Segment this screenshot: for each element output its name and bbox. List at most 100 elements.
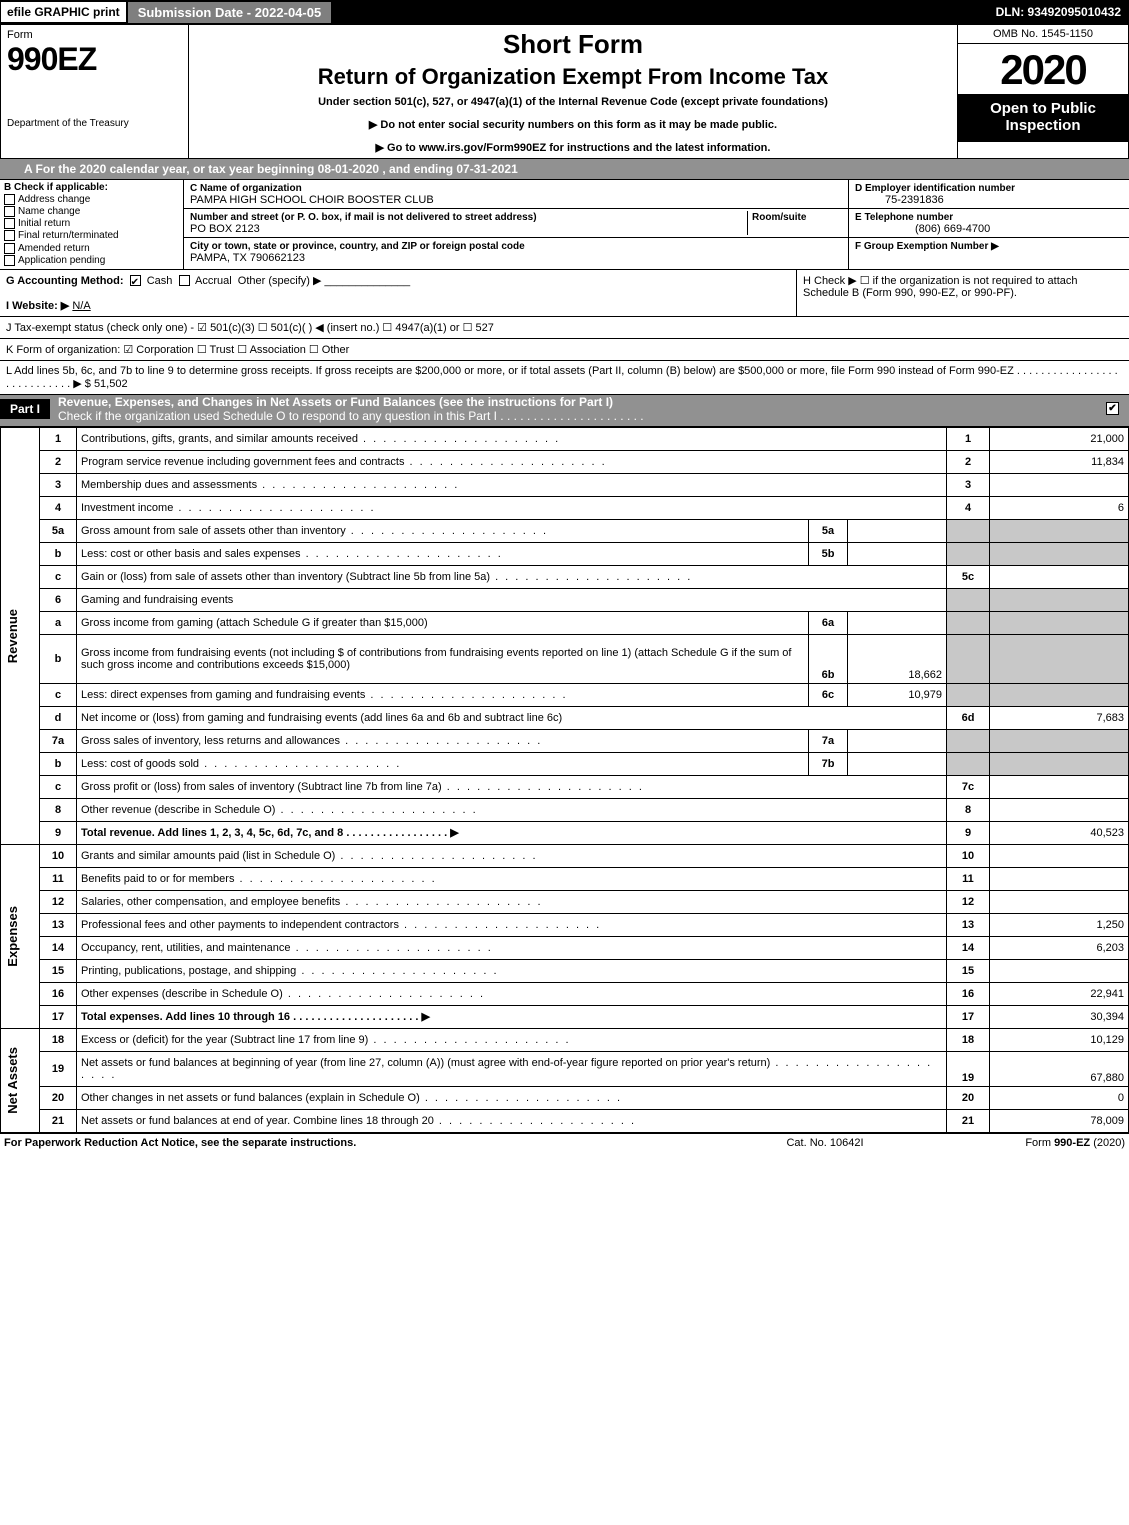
phone-value: (806) 669-4700 xyxy=(855,223,990,235)
box-b: B Check if applicable: Address change Na… xyxy=(0,180,184,269)
ln-col: 13 xyxy=(947,913,990,936)
footer-right: Form 990-EZ (2020) xyxy=(925,1137,1125,1149)
ln-desc: Net assets or fund balances at end of ye… xyxy=(81,1115,636,1127)
footer: For Paperwork Reduction Act Notice, see … xyxy=(0,1133,1129,1152)
ln-num: 21 xyxy=(40,1109,77,1132)
chk-application-pending[interactable]: Application pending xyxy=(4,255,179,266)
line-11: 11 Benefits paid to or for members 11 xyxy=(1,867,1129,890)
shade-cell xyxy=(947,519,990,542)
sub-val xyxy=(848,611,947,634)
chk-label: Final return/terminated xyxy=(18,231,119,242)
section-a-tax-year: A For the 2020 calendar year, or tax yea… xyxy=(0,159,1129,180)
line-20: 20 Other changes in net assets or fund b… xyxy=(1,1086,1129,1109)
chk-accrual[interactable] xyxy=(179,275,190,286)
goto-link[interactable]: ▶ Go to www.irs.gov/Form990EZ for instru… xyxy=(195,141,951,154)
ln-desc: Less: cost of goods sold xyxy=(81,758,401,770)
efile-print-button[interactable]: efile GRAPHIC print xyxy=(0,1,127,23)
ln-col: 19 xyxy=(947,1051,990,1086)
ln-num: 15 xyxy=(40,959,77,982)
ln-num: 1 xyxy=(40,427,77,450)
ln-col: 17 xyxy=(947,1005,990,1028)
ln-num: b xyxy=(40,634,77,683)
chk-address-change[interactable]: Address change xyxy=(4,194,179,205)
sub-ln: 6b xyxy=(809,634,848,683)
ln-col: 6d xyxy=(947,706,990,729)
ln-desc: Less: cost or other basis and sales expe… xyxy=(81,548,503,560)
ln-num: 18 xyxy=(40,1028,77,1051)
ln-amt xyxy=(990,775,1129,798)
ln-desc: Total revenue. Add lines 1, 2, 3, 4, 5c,… xyxy=(81,827,459,839)
lines-table: Revenue 1 Contributions, gifts, grants, … xyxy=(0,427,1129,1133)
ln-desc: Other changes in net assets or fund bala… xyxy=(81,1092,622,1104)
ln-col: 2 xyxy=(947,450,990,473)
ln-desc: Less: direct expenses from gaming and fu… xyxy=(81,689,568,701)
chk-amended-return[interactable]: Amended return xyxy=(4,243,179,254)
line-13: 13 Professional fees and other payments … xyxy=(1,913,1129,936)
ln-amt: 0 xyxy=(990,1086,1129,1109)
group-exemption-label: F Group Exemption Number ▶ xyxy=(855,241,999,252)
ln-num: 7a xyxy=(40,729,77,752)
line-19: 19 Net assets or fund balances at beginn… xyxy=(1,1051,1129,1086)
line-1: Revenue 1 Contributions, gifts, grants, … xyxy=(1,427,1129,450)
tax-year: 2020 xyxy=(958,44,1128,94)
line-6a: a Gross income from gaming (attach Sched… xyxy=(1,611,1129,634)
box-l-value: 51,502 xyxy=(94,378,128,390)
line-3: 3 Membership dues and assessments 3 xyxy=(1,473,1129,496)
part1-header: Part I Revenue, Expenses, and Changes in… xyxy=(0,394,1129,427)
other-label: Other (specify) ▶ xyxy=(238,275,322,287)
ln-amt xyxy=(990,867,1129,890)
line-6d: d Net income or (loss) from gaming and f… xyxy=(1,706,1129,729)
line-7b: b Less: cost of goods sold 7b xyxy=(1,752,1129,775)
sub-ln: 5a xyxy=(809,519,848,542)
chk-label: Application pending xyxy=(18,255,105,266)
shade-cell xyxy=(990,634,1129,683)
chk-cash[interactable] xyxy=(130,275,141,286)
boxes-d-e-f: D Employer identification number 75-2391… xyxy=(848,180,1129,269)
chk-label: Name change xyxy=(18,206,80,217)
sub-val: 18,662 xyxy=(848,634,947,683)
form-number: 990EZ xyxy=(7,41,182,78)
line-14: 14 Occupancy, rent, utilities, and maint… xyxy=(1,936,1129,959)
chk-name-change[interactable]: Name change xyxy=(4,206,179,217)
ln-col: 21 xyxy=(947,1109,990,1132)
street-row: Number and street (or P. O. box, if mail… xyxy=(184,209,848,238)
street-value: PO BOX 2123 xyxy=(190,223,260,235)
ln-num: 19 xyxy=(40,1051,77,1086)
ln-num: 10 xyxy=(40,844,77,867)
sub-ln: 5b xyxy=(809,542,848,565)
ln-col: 7c xyxy=(947,775,990,798)
ln-desc: Program service revenue including govern… xyxy=(81,456,607,468)
submission-date: Submission Date - 2022-04-05 xyxy=(127,1,333,24)
shade-cell xyxy=(947,611,990,634)
chk-initial-return[interactable]: Initial return xyxy=(4,218,179,229)
ln-desc: Gross income from fundraising events (no… xyxy=(81,647,791,671)
ln-desc: Gross profit or (loss) from sales of inv… xyxy=(81,781,644,793)
ln-amt: 22,941 xyxy=(990,982,1129,1005)
sub-ln: 7b xyxy=(809,752,848,775)
cash-label: Cash xyxy=(147,275,173,287)
shade-cell xyxy=(947,634,990,683)
shade-cell xyxy=(947,542,990,565)
ln-amt: 78,009 xyxy=(990,1109,1129,1132)
sub-ln: 6a xyxy=(809,611,848,634)
side-expenses: Expenses xyxy=(5,906,20,967)
part1-schedule-o-check[interactable] xyxy=(1106,402,1119,415)
sub-ln: 6c xyxy=(809,683,848,706)
sub-val xyxy=(848,519,947,542)
ln-desc: Gain or (loss) from sale of assets other… xyxy=(81,571,692,583)
line-4: 4 Investment income 4 6 xyxy=(1,496,1129,519)
line-7c: c Gross profit or (loss) from sales of i… xyxy=(1,775,1129,798)
line-7a: 7a Gross sales of inventory, less return… xyxy=(1,729,1129,752)
ln-num: 13 xyxy=(40,913,77,936)
sub-val xyxy=(848,542,947,565)
dln: DLN: 93492095010432 xyxy=(988,2,1129,22)
chk-final-return[interactable]: Final return/terminated xyxy=(4,230,179,241)
ln-amt xyxy=(990,890,1129,913)
ln-num: b xyxy=(40,542,77,565)
ein-label: D Employer identification number xyxy=(855,183,1015,194)
box-d: D Employer identification number 75-2391… xyxy=(849,180,1129,209)
ln-col: 14 xyxy=(947,936,990,959)
sub-ln: 7a xyxy=(809,729,848,752)
org-name-row: C Name of organization PAMPA HIGH SCHOOL… xyxy=(184,180,848,209)
form-word: Form xyxy=(7,29,182,41)
